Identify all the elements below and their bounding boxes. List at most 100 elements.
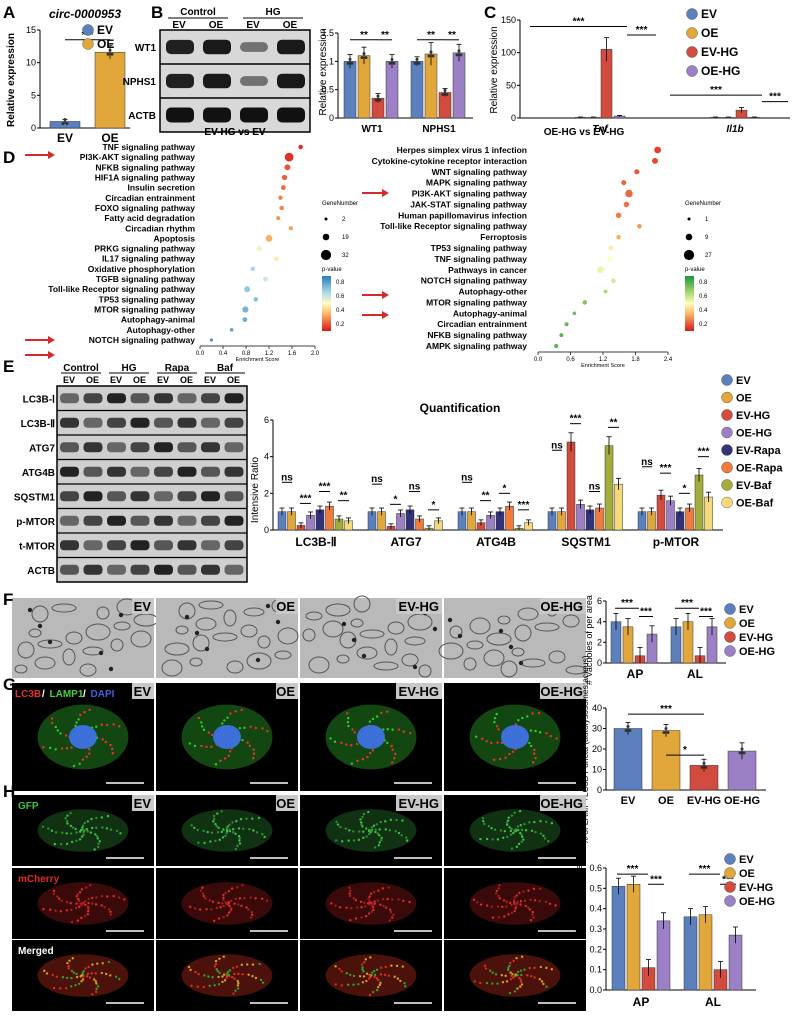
panel-h-micrograph-puncta — [518, 891, 521, 895]
panel-d1-pathway-label: MTOR signaling pathway — [94, 305, 195, 315]
panel-d1-dot — [242, 317, 248, 323]
panel-h-micrograph-puncta — [498, 897, 502, 900]
panel-h-micrograph-puncta — [520, 828, 524, 832]
panel-e-sig-label: *** — [698, 447, 710, 458]
panel-d2-dot — [608, 245, 614, 251]
panel-h-micrograph-puncta — [338, 906, 342, 909]
panel-h-micrograph-puncta — [495, 889, 499, 893]
panel-g-micrograph-label: EV-HG — [399, 684, 439, 699]
panel-h-micrograph-puncta — [218, 838, 221, 842]
panel-d1-dot — [278, 195, 283, 200]
panel-h-micrograph-puncta — [84, 967, 87, 970]
panel-g-micrograph-puncta — [333, 740, 337, 743]
panel-b-sig-label: ** — [381, 30, 389, 41]
panel-g-micrograph-puncta — [529, 729, 533, 732]
panel-h-micrograph-puncta — [82, 824, 85, 827]
panel-h-micrograph-puncta — [520, 840, 523, 844]
panel-h-micrograph-puncta — [223, 979, 227, 982]
panel-e-bar — [694, 474, 704, 531]
panel-h-micrograph-puncta — [255, 831, 259, 834]
panel-h-bar — [728, 934, 743, 991]
panel-h-micrograph-puncta — [107, 960, 111, 964]
panel-h-micrograph-puncta — [515, 902, 519, 905]
panel-e-y-tick-label: 4 — [264, 452, 269, 462]
panel-d1-color-legend-label: 0.8 — [336, 280, 345, 286]
panel-h-micrograph-puncta — [190, 984, 193, 988]
panel-h-micrograph-puncta — [405, 839, 409, 842]
panel-e-band — [60, 417, 79, 428]
panel-e-bar — [704, 496, 713, 531]
panel-h-micrograph-puncta — [82, 833, 85, 837]
panel-d1-dot — [265, 235, 273, 242]
panel-f-micrograph-organelle — [373, 661, 399, 671]
panel-h-micrograph-puncta — [499, 829, 503, 832]
panel-h-micrograph-puncta — [339, 825, 342, 829]
panel-g-micrograph-puncta — [409, 731, 412, 735]
panel-e-band — [224, 540, 244, 551]
panel-h-micrograph-puncta — [65, 842, 69, 846]
panel-a-x-tick-label: OE — [101, 131, 118, 145]
panel-d2-pathway-label: TP53 signaling pathway — [431, 243, 528, 253]
panel-h-micrograph-puncta — [345, 906, 348, 909]
panel-h-micrograph-puncta — [404, 836, 408, 839]
panel-h-micrograph-puncta — [231, 827, 235, 831]
panel-h-legend-entry: EV — [739, 854, 754, 866]
panel-g-micrograph-puncta — [498, 757, 502, 761]
panel-h-micrograph-puncta — [531, 910, 534, 914]
panel-g-micrograph-puncta — [226, 716, 229, 719]
panel-h-micrograph-puncta — [261, 832, 264, 836]
panel-h-micrograph-puncta — [364, 905, 367, 908]
panel-h-micrograph-puncta — [528, 966, 531, 970]
panel-e-bar — [566, 441, 576, 531]
panel-b-ylabel: Relative expression — [318, 28, 329, 115]
panel-h-micrograph-puncta — [238, 837, 241, 840]
panel-g-micrograph-puncta — [526, 715, 529, 718]
panel-e-row-label: p-MTOR — [16, 517, 55, 528]
panel-h-micrograph-puncta — [71, 957, 74, 960]
panel-h-micrograph-puncta — [503, 915, 506, 918]
panel-h-micrograph: EV — [12, 795, 154, 866]
panel-h-micrograph-puncta — [381, 897, 385, 901]
panel-h-micrograph-puncta — [373, 900, 376, 903]
panel-h-micrograph-puncta — [509, 833, 513, 836]
panel-f-micrograph-organelle — [164, 642, 190, 656]
panel-d2-pathway-label: WNT signaling pathway — [432, 167, 528, 177]
panel-h-micrograph — [12, 940, 154, 1011]
panel-h-micrograph-puncta — [228, 823, 231, 827]
panel-d2-pathway-label: NOTCH signaling pathway — [421, 276, 528, 286]
panel-h-micrograph-puncta — [519, 831, 522, 835]
panel-e-legend-swatch — [721, 444, 733, 456]
panel-h-micrograph-puncta — [371, 905, 375, 909]
panel-g-micrograph-puncta — [252, 756, 255, 760]
panel-h-micrograph-puncta — [76, 893, 80, 896]
panel-h-micrograph-puncta — [236, 984, 240, 987]
panel-h-micrograph-puncta — [493, 828, 497, 831]
panel-d1-title: EV-HG vs EV — [204, 127, 265, 138]
panel-h-micrograph-puncta — [375, 968, 379, 972]
panel-h-micrograph-puncta — [70, 908, 73, 912]
data-point — [624, 729, 628, 732]
panel-d2-pathway-label: Cytokine-cytokine receptor interaction — [372, 156, 527, 166]
panel-e-sig-label: * — [432, 500, 436, 511]
panel-e-band — [83, 515, 103, 526]
panel-e-band — [83, 442, 103, 453]
panel-f-micrograph-granule — [361, 653, 367, 659]
panel-b-band — [203, 107, 231, 123]
data-point — [346, 61, 350, 65]
panel-d2-dot — [625, 189, 633, 198]
panel-d2-dot — [572, 311, 577, 316]
panel-h-micrograph-puncta — [222, 896, 225, 899]
panel-h-micrograph-puncta — [526, 974, 529, 977]
panel-h-micrograph-label-bg — [396, 795, 442, 811]
panel-h-micrograph-puncta — [352, 983, 355, 986]
panel-h-micrograph-puncta — [340, 840, 344, 843]
panel-b-lane-label: EV — [246, 20, 260, 31]
panel-h-micrograph-puncta — [507, 913, 510, 916]
panel-h-micrograph-puncta — [229, 909, 232, 912]
panel-h-micrograph-puncta — [363, 961, 366, 964]
panel-d2-size-legend-dot — [687, 217, 691, 221]
panel-d2-pathway-label: Ferroptosis — [480, 232, 527, 242]
panel-g-micrograph-puncta — [497, 728, 500, 731]
panel-e-band — [177, 417, 197, 428]
panel-e-band — [154, 417, 173, 428]
